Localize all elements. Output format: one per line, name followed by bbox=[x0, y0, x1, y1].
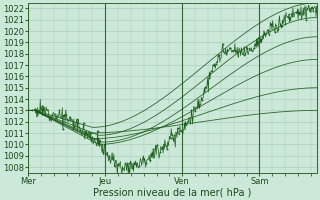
X-axis label: Pression niveau de la mer( hPa ): Pression niveau de la mer( hPa ) bbox=[93, 187, 252, 197]
